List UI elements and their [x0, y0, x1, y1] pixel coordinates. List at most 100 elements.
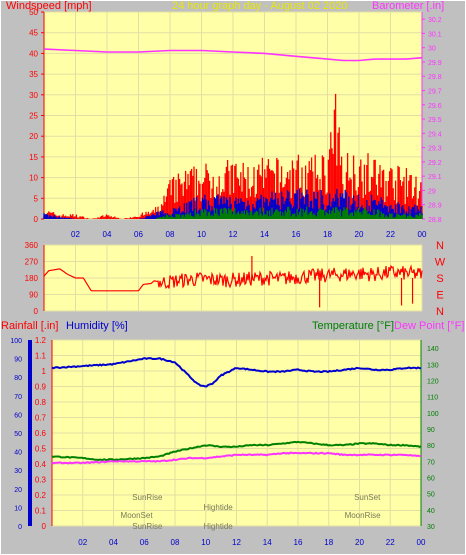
barometer-tick-label: 30.2 [428, 17, 442, 24]
event-annotation: Hightide [203, 503, 233, 512]
event-annotation: MoonRise [345, 511, 382, 520]
rainfall-tick-label: 1.2 [35, 336, 47, 345]
x-tick-label: 10 [197, 230, 206, 239]
windspeed-axis-label: Windspeed [mph] [6, 0, 92, 12]
temperature-tick-label: 30 [427, 524, 435, 531]
x-tick-label: 06 [134, 230, 143, 239]
compass-label: N [436, 240, 444, 252]
temperature-tick-label: 70 [427, 459, 435, 466]
compass-label: S [436, 273, 443, 285]
compass-label: E [436, 290, 443, 302]
barometer-tick-label: 29.7 [428, 89, 442, 96]
humidity-axis-bar [28, 340, 32, 526]
x-tick-label: 08 [166, 230, 175, 239]
rainfall-tick-label: 0.3 [35, 476, 47, 485]
event-annotation: SunSet [354, 493, 381, 502]
direction-tick-label: 0 [34, 307, 39, 316]
rainfall-tick-label: 0.2 [35, 491, 47, 500]
x-tick-label: 20 [355, 538, 364, 547]
event-annotation: SunRise [132, 493, 163, 502]
direction-tick-label: 180 [25, 274, 39, 283]
compass-label: W [435, 257, 446, 269]
rainfall-tick-label: 0.1 [35, 507, 47, 516]
barometer-tick-label: 29.4 [428, 131, 442, 138]
temperature-tick-label: 80 [427, 443, 435, 450]
barometer-tick-label: 29.1 [428, 174, 442, 181]
wind-direction-series [43, 264, 423, 292]
temperature-tick-label: 120 [427, 378, 439, 385]
humidity-tick-label: 80 [14, 375, 22, 382]
barometer-series [43, 48, 423, 62]
temperature-tick-label: 100 [427, 411, 439, 418]
rainfall-tick-label: 1.1 [35, 352, 47, 361]
windspeed-tick-label: 0 [34, 215, 39, 224]
x-tick-label: 16 [292, 230, 301, 239]
humidity-tick-label: 70 [14, 394, 22, 401]
rainfall-tick-label: 0.9 [35, 383, 47, 392]
x-tick-label: 04 [103, 230, 112, 239]
event-annotation: SunRise [132, 522, 163, 531]
dewpoint-series [51, 451, 422, 465]
barometer-tick-label: 29.8 [428, 74, 442, 81]
rainfall-tick-label: 0.4 [35, 460, 47, 469]
humidity-temperature-chart: 0 0.1 0.2 0.3 0.4 0.5 0.6 0.7 0.8 0.9 1 1.1 1.2 0 10 20… [10, 336, 438, 547]
compass-label: N [436, 306, 444, 318]
x-tick-label: 00 [417, 538, 426, 547]
barometer-tick-label: 30.1 [428, 31, 442, 38]
rainfall-tick-label: 0.7 [35, 414, 47, 423]
windspeed-tick-label: 40 [29, 49, 38, 58]
rainfall-tick-label: 0.6 [35, 429, 47, 438]
windspeed-tick-label: 5 [34, 194, 39, 203]
barometer-tick-label: 29.2 [428, 160, 442, 167]
windspeed-tick-label: 30 [29, 91, 38, 100]
direction-tick-label: 360 [25, 241, 39, 250]
humidity-tick-label: 20 [14, 487, 22, 494]
humidity-tick-label: 50 [14, 431, 22, 438]
windspeed-tick-label: 15 [29, 153, 38, 162]
event-annotation: Hightide [203, 522, 233, 531]
barometer-tick-label: 30 [428, 46, 436, 53]
windspeed-tick-label: 25 [29, 112, 38, 121]
humidity-tick-label: 40 [14, 450, 22, 457]
temperature-axis-label: Temperature [°F] [312, 320, 395, 332]
barometer-tick-label: 28.9 [428, 203, 442, 210]
x-tick-label: 02 [71, 230, 80, 239]
x-tick-label: 14 [260, 230, 269, 239]
temperature-tick-label: 140 [427, 346, 439, 353]
wind-barometer-chart: 0 5 10 15 20 25 30 35 40 45 50 02 04 06 08 10 12 14 16 18 20… [29, 8, 442, 239]
temperature-tick-label: 90 [427, 427, 435, 434]
humidity-tick-label: 60 [14, 412, 22, 419]
temperature-series [51, 440, 422, 462]
x-tick-label: 12 [229, 230, 238, 239]
temperature-tick-label: 110 [427, 395, 438, 402]
barometer-tick-label: 28.8 [428, 217, 442, 224]
x-tick-label: 00 [418, 230, 427, 239]
windspeed-tick-label: 10 [29, 174, 38, 183]
x-tick-label: 04 [109, 538, 118, 547]
temperature-tick-label: 60 [427, 475, 435, 482]
windspeed-tick-label: 20 [29, 132, 38, 141]
barometer-tick-label: 29.6 [428, 103, 442, 110]
humidity-tick-label: 100 [10, 338, 22, 345]
rainfall-tick-label: 0.8 [35, 398, 47, 407]
x-tick-label: 12 [232, 538, 241, 547]
x-tick-label: 20 [355, 230, 364, 239]
x-tick-label: 14 [263, 538, 272, 547]
barometer-tick-label: 29 [428, 188, 436, 195]
graph-title: 24 hour graph day - August 02 2020 [172, 0, 348, 12]
x-tick-label: 08 [171, 538, 180, 547]
humidity-axis-label: Humidity [%] [66, 320, 128, 332]
humidity-tick-label: 0 [18, 524, 22, 531]
temperature-tick-label: 40 [427, 508, 435, 515]
windspeed-tick-label: 35 [29, 70, 38, 79]
x-tick-label: 16 [294, 538, 303, 547]
rainfall-tick-label: 1 [42, 367, 47, 376]
humidity-tick-label: 10 [14, 505, 22, 512]
humidity-tick-label: 30 [14, 468, 22, 475]
barometer-tick-label: 29.3 [428, 146, 442, 153]
x-tick-label: 18 [324, 538, 333, 547]
barometer-tick-label: 29.9 [428, 60, 442, 67]
dewpoint-axis-label: Dew Point [°F] [394, 320, 465, 332]
